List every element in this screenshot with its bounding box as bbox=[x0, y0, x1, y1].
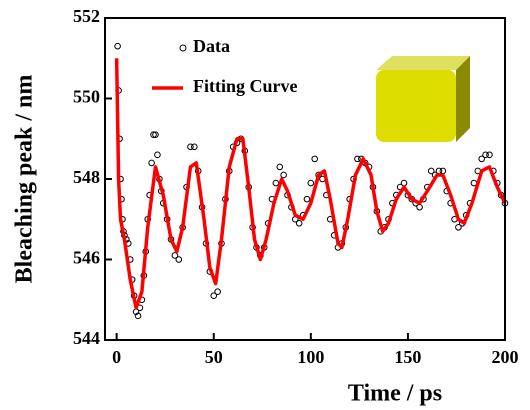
data-point bbox=[295, 219, 303, 227]
data-point bbox=[276, 163, 284, 171]
legend-marker bbox=[179, 44, 187, 52]
data-point bbox=[486, 151, 493, 159]
data-point bbox=[427, 167, 435, 175]
y-tick-label: 544 bbox=[73, 328, 100, 348]
x-axis-title: Time / ps bbox=[348, 381, 442, 407]
cube-front bbox=[376, 70, 456, 142]
data-point bbox=[303, 195, 311, 203]
data-point bbox=[148, 159, 155, 167]
data-point bbox=[272, 179, 280, 187]
data-point bbox=[214, 288, 221, 296]
cube-top bbox=[376, 56, 470, 70]
data-point bbox=[171, 252, 179, 259]
cube-side bbox=[456, 56, 470, 142]
x-tick-label: 200 bbox=[492, 347, 519, 367]
data-point bbox=[175, 256, 183, 263]
data-point bbox=[187, 143, 194, 151]
cube-inset bbox=[376, 56, 470, 142]
y-tick-label: 550 bbox=[73, 87, 100, 107]
data-point bbox=[478, 155, 485, 163]
x-tick-label: 50 bbox=[205, 347, 223, 367]
data-point bbox=[311, 155, 319, 163]
data-point bbox=[152, 131, 159, 139]
data-point bbox=[354, 155, 361, 163]
data-point bbox=[134, 312, 142, 320]
data-point bbox=[482, 151, 489, 159]
data-point bbox=[210, 292, 218, 300]
data-point bbox=[154, 151, 161, 159]
x-tick-label: 150 bbox=[394, 347, 421, 367]
legend-label: Data bbox=[193, 36, 230, 56]
data-point bbox=[439, 167, 447, 175]
plot-frame bbox=[104, 17, 506, 341]
data-point bbox=[455, 224, 462, 231]
data-point bbox=[416, 203, 423, 211]
legend-label: Fitting Curve bbox=[193, 76, 297, 96]
data-point bbox=[150, 131, 157, 139]
y-tick-label: 546 bbox=[73, 248, 100, 268]
x-tick-label: 0 bbox=[112, 347, 121, 367]
data-point bbox=[400, 179, 408, 187]
data-point bbox=[191, 143, 198, 151]
data-point bbox=[280, 171, 287, 179]
x-tick-label: 100 bbox=[297, 347, 324, 367]
fit-curve bbox=[114, 58, 507, 310]
data-point bbox=[307, 179, 315, 187]
y-tick-label: 548 bbox=[73, 167, 100, 187]
y-axis-title: Bleaching peak / nm bbox=[12, 75, 38, 284]
data-point bbox=[114, 42, 121, 50]
y-tick-label: 552 bbox=[73, 6, 100, 26]
